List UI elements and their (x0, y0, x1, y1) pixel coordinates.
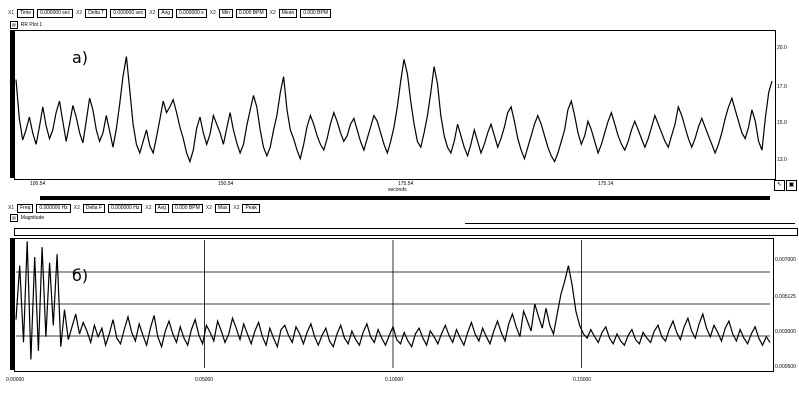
top-panel-header: ▤ RR Plot 1 (10, 21, 42, 29)
top-series-line (15, 56, 773, 164)
top-panel-title: RR Plot 1 (20, 22, 43, 28)
zoom-tool-icon[interactable]: ▣ (786, 180, 797, 191)
bottom-chart-frame (14, 238, 774, 372)
bottom-panel-header: ▤ Magnitude (10, 214, 44, 222)
tb2-label-0: X1 (8, 205, 15, 211)
top-x-tick-0: 100.54 (30, 181, 46, 187)
bottom-chart-annotation: б) (72, 266, 89, 285)
tb2-field-6[interactable]: Max (214, 203, 231, 213)
top-x-tick-3: 175.14 (598, 181, 614, 187)
top-y-tick-2: 15.0 (777, 120, 787, 126)
bottom-x-tick-2: 0.10000 (385, 377, 404, 383)
tb1-field-8[interactable]: Mean (278, 8, 298, 18)
bottom-splitter-bar[interactable] (14, 228, 798, 236)
top-x-tick-1: 150.54 (218, 181, 234, 187)
tb2-field-1[interactable]: 0.000000 Hz (36, 203, 71, 213)
bottom-y-tick-2: 0.003000 (775, 329, 796, 335)
tb1-field-1[interactable]: 0.000000 sec (37, 8, 74, 18)
bottom-y-tick-1: 0.005125 (775, 294, 796, 300)
tb2-field-0[interactable]: Freq (17, 203, 34, 213)
tb2-field-3[interactable]: 0.000000 Hz (108, 203, 143, 213)
tb1-field-9[interactable]: 0.000 BPM (300, 8, 332, 18)
tb1-field-7[interactable]: 0.000 BPM (235, 8, 267, 18)
tb2-label-7: X2 (233, 205, 240, 211)
bottom-x-tick-0: 0.00000 (6, 377, 25, 383)
top-toolbar: X1 Time 0.000000 sec X2 Delta T 0.000000… (0, 6, 332, 20)
tb2-label-4: X2 (145, 205, 152, 211)
tb1-field-5[interactable]: 0.000000 s (175, 8, 207, 18)
bottom-toolbar: X1 Freq 0.000000 Hz X2 Delta F 0.000000 … (0, 201, 260, 215)
tb2-field-7[interactable]: Peak (242, 203, 260, 213)
top-chart-frame (14, 30, 776, 180)
tb1-field-6[interactable]: Min (218, 8, 233, 18)
panel-toggle-icon[interactable]: ▤ (10, 21, 18, 29)
top-y-tick-3: 13.0 (777, 157, 787, 163)
tb1-field-2[interactable]: Delta T (85, 8, 108, 18)
bottom-panel-title: Magnitude (20, 215, 45, 221)
tb2-label-6: X2 (205, 205, 212, 211)
top-horizontal-scrollbar[interactable] (40, 196, 770, 200)
tb2-field-2[interactable]: Delta F (82, 203, 106, 213)
bottom-panel-left-bar (10, 238, 14, 370)
top-y-tick-1: 17.0 (777, 84, 787, 90)
tb1-field-4[interactable]: Avg (158, 8, 173, 18)
bottom-header-rule (465, 223, 795, 224)
tb1-label-4: X2 (149, 10, 156, 16)
bottom-x-tick-3: 0.15000 (573, 377, 592, 383)
tb1-label-6: X2 (209, 10, 216, 16)
tb1-label-2: X2 (76, 10, 83, 16)
top-x-axis-label: seconds (388, 187, 407, 193)
bottom-y-tick-3: 0.000500 (775, 364, 796, 370)
tb1-field-0[interactable]: Time (17, 8, 35, 18)
cursor-tool-icon[interactable]: ↖ (774, 180, 785, 191)
tb1-field-3[interactable]: 0.000000 sec (110, 8, 147, 18)
tb2-field-5[interactable]: 0.000 BPM (172, 203, 203, 213)
bottom-x-tick-1: 0.05000 (195, 377, 214, 383)
top-chart-annotation: а) (72, 48, 89, 67)
top-y-tick-0: 20.0 (777, 45, 787, 51)
tb1-label-8: X2 (269, 10, 276, 16)
top-x-tick-2: 175.54 (398, 181, 414, 187)
panel-toggle-icon-2[interactable]: ▤ (10, 214, 18, 222)
tb2-field-4[interactable]: Avg (154, 203, 170, 213)
tb1-label-0: X1 (8, 10, 15, 16)
top-panel-left-bar (10, 30, 14, 178)
bottom-series-line (15, 241, 771, 360)
bottom-y-tick-0: 0.007000 (775, 257, 796, 263)
tb2-label-2: X2 (73, 205, 80, 211)
